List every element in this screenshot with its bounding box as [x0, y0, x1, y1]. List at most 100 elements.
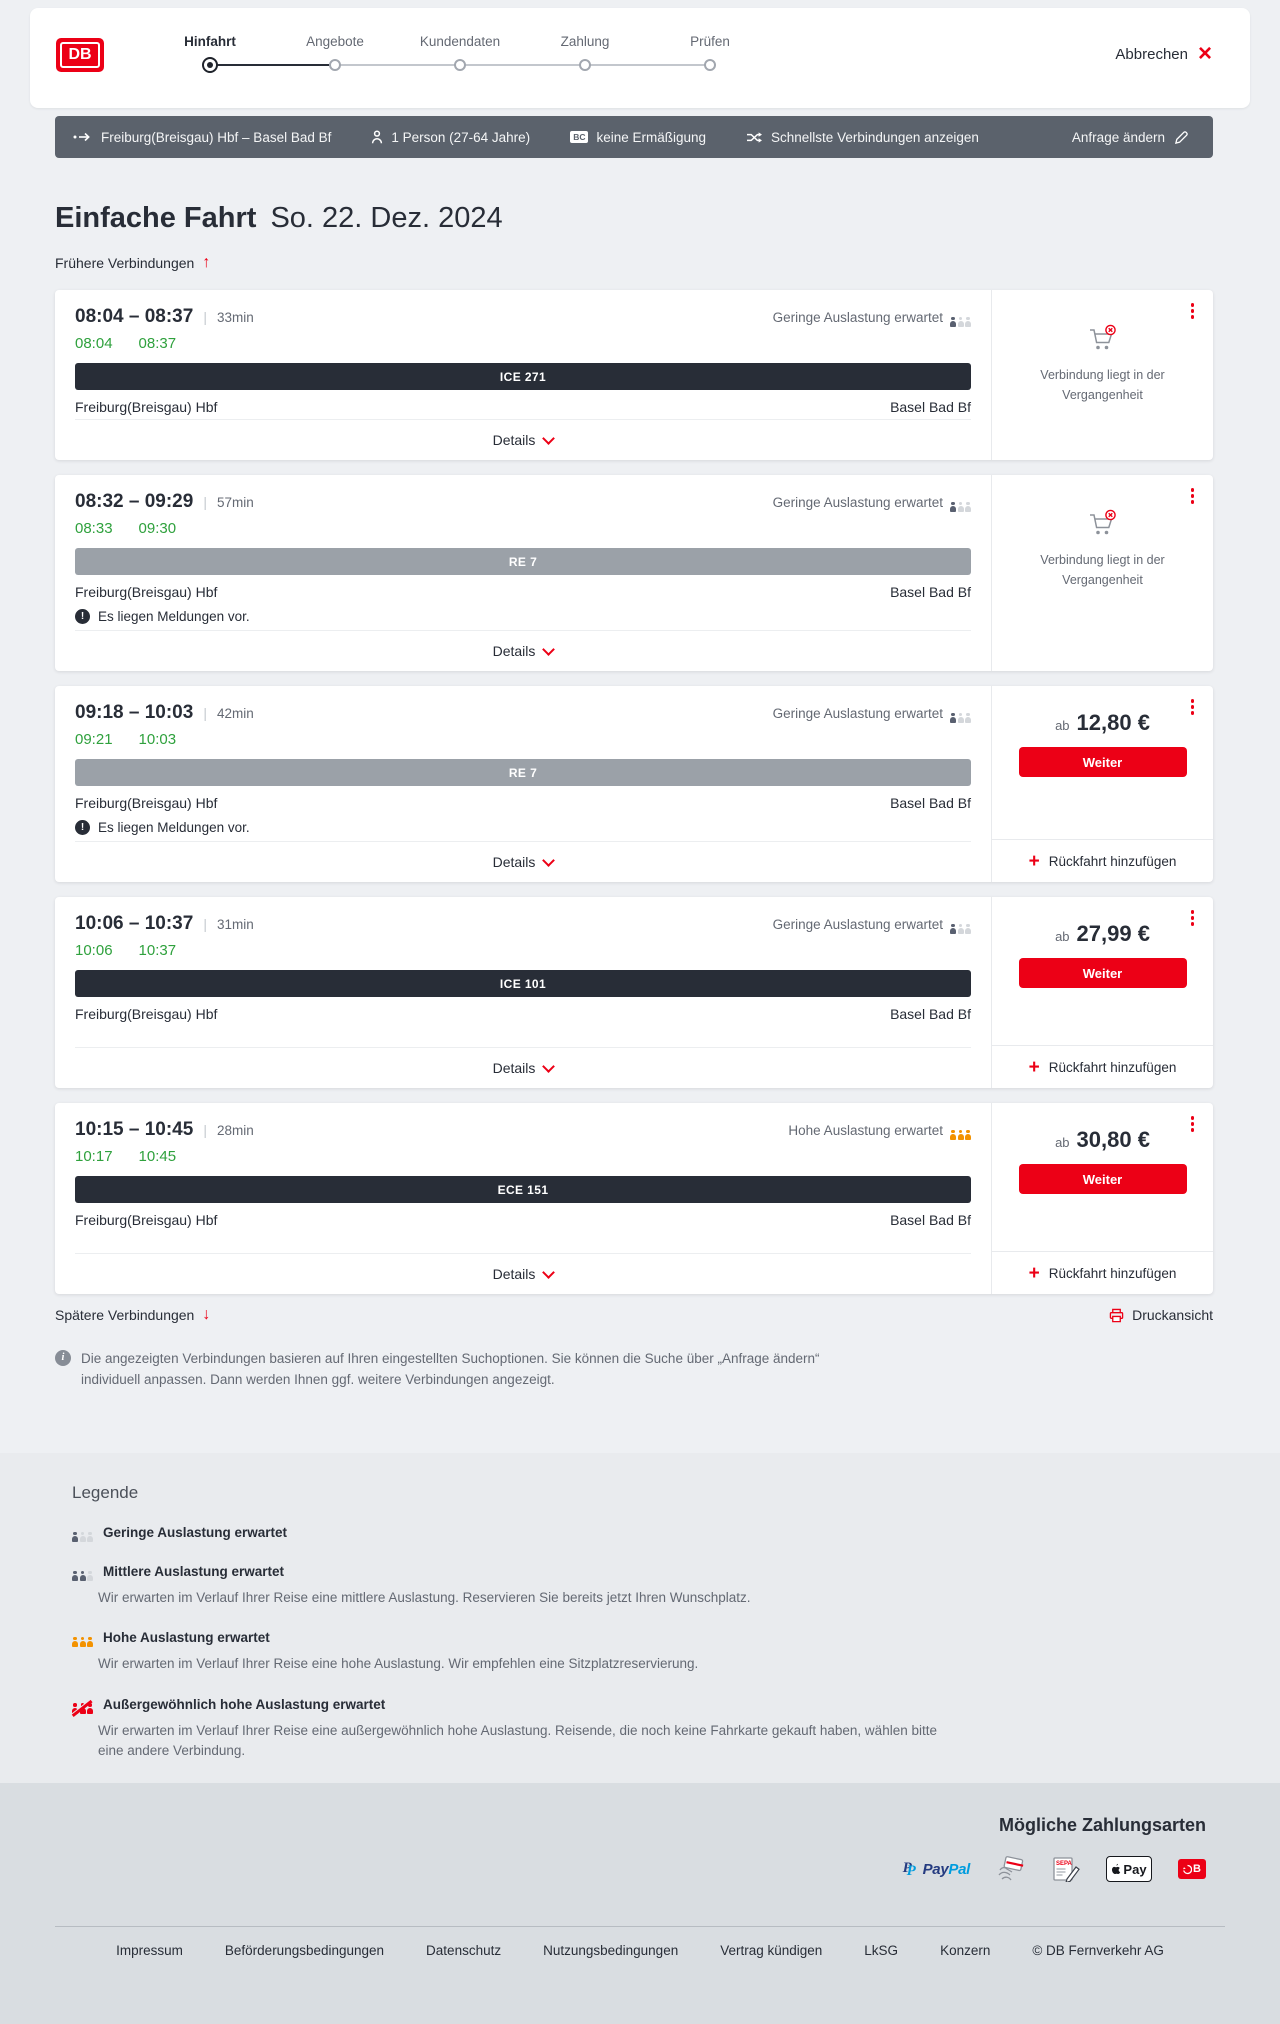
arrow-down-icon: ↓ [202, 1306, 211, 1323]
info-icon: i [55, 1350, 71, 1366]
print-view-button[interactable]: Druckansicht [1109, 1307, 1213, 1323]
occupancy-icon [943, 915, 971, 934]
destination-station: Basel Bad Bf [890, 1212, 971, 1228]
details-label: Details [492, 1266, 536, 1282]
footer-link[interactable]: Impressum [116, 1943, 183, 1958]
cancel-label: Abbrechen [1115, 45, 1188, 63]
past-connection-note: Verbindung liegt in der Vergangenheit [992, 324, 1213, 405]
details-toggle[interactable]: Details [75, 841, 971, 882]
separator: | [203, 494, 207, 510]
page-title: Einfache Fahrt So. 22. Dez. 2024 [55, 202, 1213, 235]
realtime-departure: 10:17 [75, 1148, 113, 1165]
price-prefix: ab [1055, 929, 1070, 944]
messages-row: ! Es liegen Meldungen vor. [75, 609, 971, 624]
step-label-3: Kundendaten [419, 34, 501, 49]
footer-link[interactable]: LkSG [864, 1943, 899, 1958]
footer-link[interactable]: Nutzungsbedingungen [543, 1943, 679, 1958]
occupancy-label: Hohe Auslastung erwartet [788, 1123, 943, 1138]
add-return-button[interactable]: + Rückfahrt hinzufügen [992, 1045, 1213, 1088]
messages-note: Es liegen Meldungen vor. [98, 820, 250, 835]
details-label: Details [492, 432, 536, 448]
legend-item-head: Mittlere Auslastung erwartet [72, 1562, 1280, 1581]
later-connections-button[interactable]: Spätere Verbindungen ↓ [55, 1306, 211, 1324]
earlier-connections-label: Frühere Verbindungen [55, 255, 195, 271]
booking-panel: ab 12,80 € Weiter + Rückfahrt hinzufügen [992, 686, 1213, 882]
search-info-text: Die angezeigten Verbindungen basieren au… [81, 1351, 820, 1387]
earlier-connections-button[interactable]: Frühere Verbindungen ↑ [55, 254, 211, 272]
arrow-up-icon: ↑ [202, 254, 211, 271]
connection-time-range: 09:18 – 10:03 [75, 702, 194, 723]
details-toggle[interactable]: Details [75, 630, 971, 671]
options-menu-button[interactable] [1188, 1113, 1198, 1135]
options-menu-button[interactable] [1188, 907, 1198, 929]
details-label: Details [492, 643, 536, 659]
origin-station: Freiburg(Breisgau) Hbf [75, 795, 218, 811]
train-label: RE 7 [508, 765, 538, 780]
trip-type-title: Einfache Fahrt [55, 202, 257, 234]
continue-button[interactable]: Weiter [1018, 958, 1187, 988]
continue-button[interactable]: Weiter [1018, 1164, 1187, 1194]
train-bar: RE 7 [75, 548, 971, 575]
legend-title: Legende [72, 1483, 139, 1502]
chevron-down-icon [542, 1059, 556, 1073]
add-return-button[interactable]: + Rückfahrt hinzufügen [992, 1251, 1213, 1294]
step-dot-3 [454, 59, 466, 71]
details-toggle[interactable]: Details [75, 419, 971, 460]
occupancy-icon [943, 493, 971, 512]
voucher-arrow-icon [1183, 1864, 1193, 1874]
connection-header-row: 10:15 – 10:45 | 28min Hohe Auslastung er… [75, 1119, 971, 1141]
occupancy-indicator: Geringe Auslastung erwartet [773, 915, 971, 934]
legend-item-description: Wir erwarten im Verlauf Ihrer Reise eine… [98, 1590, 751, 1605]
footer-link[interactable]: Konzern [940, 1943, 991, 1958]
separator: | [203, 309, 207, 325]
discount-summary: BC keine Ermäßigung [570, 130, 706, 145]
price-value: 27,99 € [1076, 921, 1150, 946]
messages-row: ! Es liegen Meldungen vor. [75, 820, 971, 835]
sort-option[interactable]: Schnellste Verbindungen anzeigen [746, 130, 979, 145]
step-label-5: Prüfen [690, 34, 730, 49]
details-label: Details [492, 854, 536, 870]
options-menu-button[interactable] [1188, 696, 1198, 718]
legend-section: Legende Geringe Auslastung erwartet Mitt… [0, 1453, 1280, 1783]
add-return-button[interactable]: + Rückfahrt hinzufügen [992, 839, 1213, 882]
footer-link[interactable]: Vertrag kündigen [720, 1943, 823, 1958]
stations-row: Freiburg(Breisgau) Hbf Basel Bad Bf [75, 584, 971, 600]
connection-main: 10:15 – 10:45 | 28min Hohe Auslastung er… [55, 1103, 991, 1294]
realtime-arrival: 10:03 [138, 731, 177, 748]
details-toggle[interactable]: Details [75, 1047, 971, 1088]
edit-search-button[interactable]: Anfrage ändern [1072, 130, 1189, 145]
occupancy-icon [72, 1628, 93, 1648]
route-arrow-icon [73, 132, 90, 142]
footer-link[interactable]: Beförderungsbedingungen [224, 1943, 385, 1958]
cart-unavailable-icon [1089, 509, 1116, 535]
route-summary: Freiburg(Breisgau) Hbf – Basel Bad Bf [73, 130, 331, 145]
occupancy-label: Geringe Auslastung erwartet [772, 706, 943, 721]
connection-duration: 31min [216, 917, 254, 932]
credit-card-hand-icon [998, 1856, 1024, 1881]
details-toggle[interactable]: Details [75, 1253, 971, 1294]
connection-side-panel: ab 12,80 € Weiter + Rückfahrt hinzufügen [991, 686, 1213, 882]
realtime-row: 08:33 09:30 [75, 520, 971, 537]
cancel-button[interactable]: Abbrechen × [1115, 42, 1212, 66]
connection-card: 10:06 – 10:37 | 31min Geringe Auslastung… [55, 897, 1213, 1088]
paypal-label: Pay [922, 1860, 949, 1878]
options-menu-button[interactable] [1188, 300, 1198, 322]
chevron-down-icon [542, 642, 556, 656]
warning-icon: ! [75, 820, 90, 835]
legend-item-label: Geringe Auslastung erwartet [103, 1525, 288, 1540]
continue-button[interactable]: Weiter [1018, 747, 1187, 777]
connection-header-row: 08:32 – 09:29 | 57min Geringe Auslastung… [75, 491, 971, 513]
realtime-row: 09:21 10:03 [75, 731, 971, 748]
voucher-label: B [1193, 1863, 1201, 1875]
apple-pay-icon: Pay [1106, 1856, 1152, 1882]
step-dot-2 [329, 59, 341, 71]
connection-card: 09:18 – 10:03 | 42min Geringe Auslastung… [55, 686, 1213, 882]
realtime-arrival: 08:37 [138, 335, 177, 352]
stations-row: Freiburg(Breisgau) Hbf Basel Bad Bf [75, 1212, 971, 1228]
options-menu-button[interactable] [1188, 485, 1198, 507]
connection-side-panel: Verbindung liegt in der Vergangenheit [991, 475, 1213, 671]
occupancy-indicator: Geringe Auslastung erwartet [773, 493, 971, 512]
footer-link[interactable]: Datenschutz [426, 1943, 502, 1958]
